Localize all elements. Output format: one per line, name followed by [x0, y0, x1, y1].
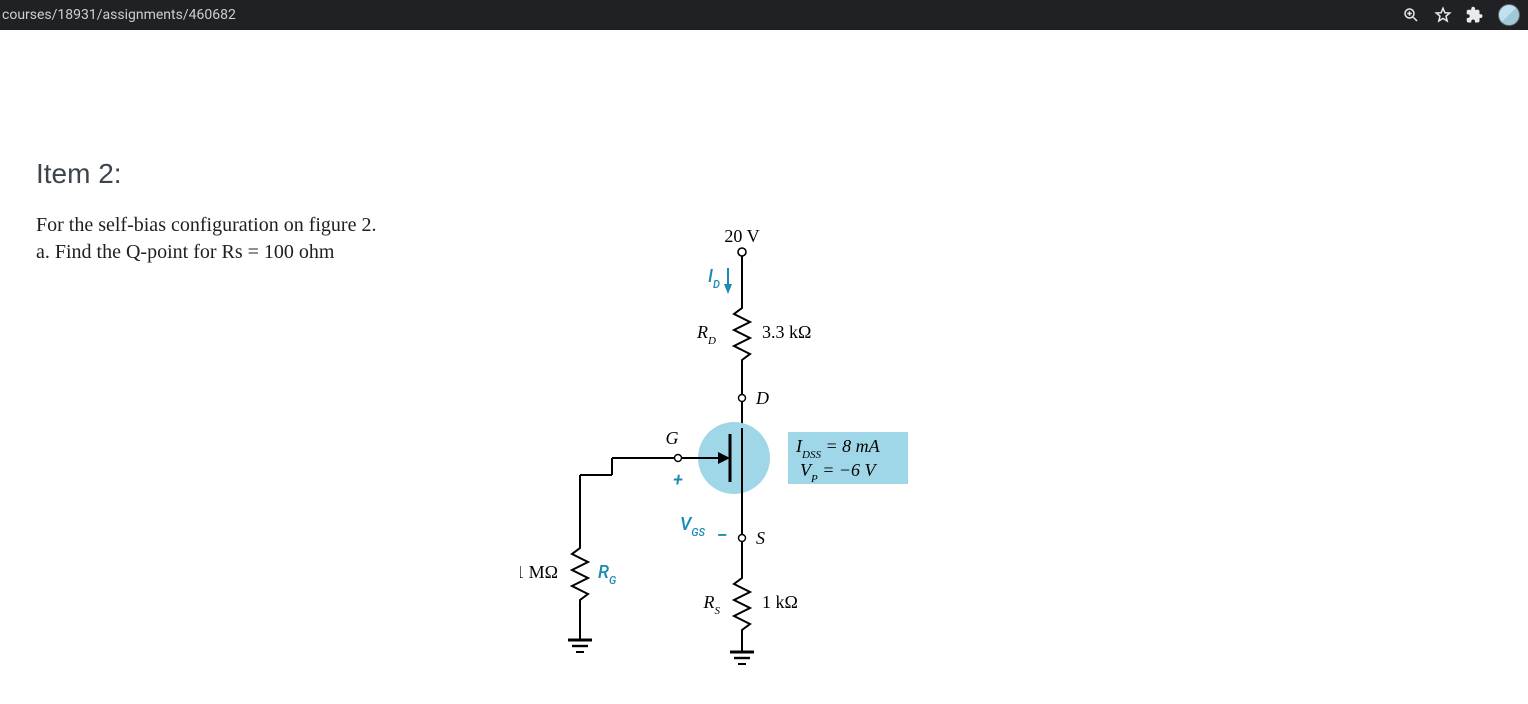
drain-label: D	[755, 388, 769, 408]
vsupply-label: 20 V	[724, 226, 759, 246]
extensions-icon[interactable]	[1466, 6, 1484, 24]
rs-label: RS	[703, 592, 721, 617]
plus-label: +	[673, 470, 683, 491]
rg-label: RG	[598, 562, 616, 587]
page-content: Item 2: For the self-bias configuration …	[0, 30, 1528, 704]
rs-resistor	[734, 570, 750, 652]
rg-value: 1 MΩ	[520, 562, 558, 582]
url-text[interactable]: courses/18931/assignments/460682	[0, 7, 1402, 23]
drain-node	[739, 395, 746, 402]
zoom-icon[interactable]	[1402, 6, 1420, 24]
source-node	[739, 535, 746, 542]
rs-value: 1 kΩ	[762, 592, 798, 612]
item-title: Item 2:	[36, 158, 1492, 190]
source-label: S	[756, 528, 765, 548]
id-label: ID	[708, 266, 720, 291]
minus-label: −	[717, 523, 728, 547]
star-icon[interactable]	[1434, 6, 1452, 24]
profile-avatar[interactable]	[1498, 4, 1520, 26]
rd-label: RD	[696, 322, 716, 347]
browser-address-bar: courses/18931/assignments/460682	[0, 0, 1528, 30]
circuit-diagram: 20 V ID RD 3.3 kΩ D	[520, 220, 940, 690]
gate-label: G	[666, 428, 679, 448]
toolbar-icons	[1402, 4, 1520, 26]
rg-resistor	[572, 540, 588, 640]
gate-node	[675, 455, 682, 462]
rd-resistor	[734, 300, 750, 370]
rd-value: 3.3 kΩ	[762, 322, 811, 342]
supply-node	[738, 248, 746, 256]
vgs-label: VGS	[680, 514, 706, 539]
